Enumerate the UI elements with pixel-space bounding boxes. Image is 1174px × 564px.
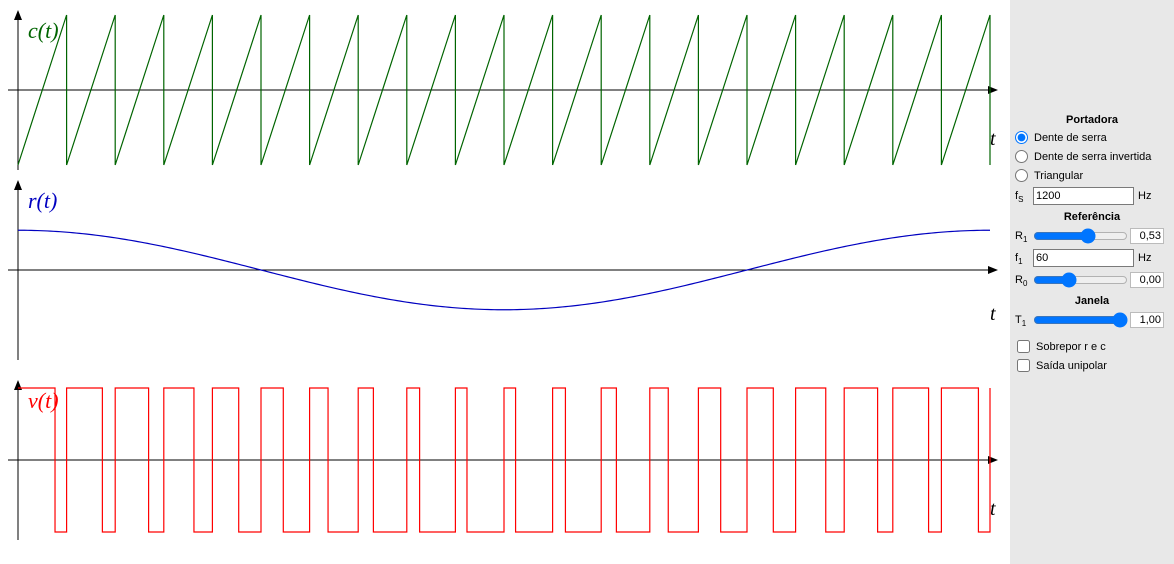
svg-text:t: t — [990, 498, 996, 520]
radio-dente-serra-inv-input[interactable] — [1015, 150, 1028, 163]
t1-value: 1,00 — [1130, 312, 1164, 328]
check-sobrepor-label: Sobrepor r e c — [1036, 341, 1106, 353]
radio-dente-serra-inv-label: Dente de serra invertida — [1034, 151, 1151, 163]
radio-triangular-input[interactable] — [1015, 169, 1028, 182]
check-sobrepor-input[interactable] — [1017, 340, 1030, 353]
check-unipolar[interactable]: Saída unipolar — [1015, 356, 1169, 375]
portadora-title: Portadora — [1015, 114, 1169, 126]
svg-text:r(t): r(t) — [28, 188, 57, 213]
r1-slider[interactable] — [1033, 230, 1128, 242]
radio-dente-serra[interactable]: Dente de serra — [1015, 128, 1169, 147]
radio-triangular[interactable]: Triangular — [1015, 166, 1169, 185]
radio-dente-serra-inv[interactable]: Dente de serra invertida — [1015, 147, 1169, 166]
r0-slider-row: R0 0,00 — [1015, 269, 1169, 291]
svg-text:t: t — [990, 303, 996, 325]
r1-value: 0,53 — [1130, 228, 1164, 244]
fs-label: fS — [1015, 190, 1031, 202]
r1-label: R1 — [1015, 230, 1031, 242]
radio-triangular-label: Triangular — [1034, 170, 1083, 182]
r0-value: 0,00 — [1130, 272, 1164, 288]
radio-dente-serra-label: Dente de serra — [1034, 132, 1107, 144]
r1-slider-row: R1 0,53 — [1015, 225, 1169, 247]
janela-title: Janela — [1015, 295, 1169, 307]
r0-slider[interactable] — [1033, 274, 1128, 286]
radio-dente-serra-input[interactable] — [1015, 131, 1028, 144]
svg-text:v(t): v(t) — [28, 388, 59, 413]
r0-label: R0 — [1015, 274, 1031, 286]
f1-unit: Hz — [1138, 252, 1151, 264]
t1-slider[interactable] — [1033, 314, 1128, 326]
sidebar-panel: Portadora Dente de serra Dente de serra … — [1010, 0, 1174, 564]
fs-field: fS Hz — [1015, 185, 1169, 207]
plot-svg: c(t) t r(t) t v(t) t — [0, 0, 1010, 564]
f1-input[interactable] — [1033, 249, 1134, 267]
referencia-title: Referência — [1015, 211, 1169, 223]
fs-input[interactable] — [1033, 187, 1134, 205]
check-sobrepor[interactable]: Sobrepor r e c — [1015, 337, 1169, 356]
svg-text:c(t): c(t) — [28, 18, 59, 43]
app-container: c(t) t r(t) t v(t) t Portadora Dente de serra… — [0, 0, 1174, 564]
check-unipolar-input[interactable] — [1017, 359, 1030, 372]
plot-area: c(t) t r(t) t v(t) t — [0, 0, 1010, 564]
t1-label: T1 — [1015, 314, 1031, 326]
f1-field: f1 Hz — [1015, 247, 1169, 269]
f1-label: f1 — [1015, 252, 1031, 264]
t1-slider-row: T1 1,00 — [1015, 309, 1169, 331]
svg-text:t: t — [990, 128, 996, 150]
fs-unit: Hz — [1138, 190, 1151, 202]
check-unipolar-label: Saída unipolar — [1036, 360, 1107, 372]
